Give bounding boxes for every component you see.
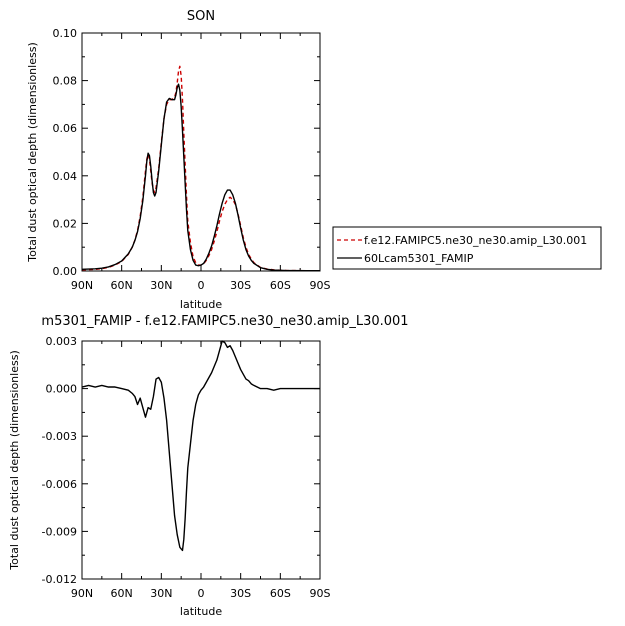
- top-x-tick-label: 60S: [270, 279, 291, 292]
- top-plot-frame: [81, 32, 321, 272]
- legend: f.e12.FAMIPC5.ne30_ne30.amip_L30.001 60L…: [332, 226, 602, 270]
- top-y-tick-label: 0.08: [53, 75, 78, 88]
- bottom-y-tick-label: -0.009: [42, 525, 77, 538]
- bottom-y-tick-label: -0.012: [42, 573, 77, 586]
- top-y-tick-label: 0.06: [53, 122, 78, 135]
- legend-label-series-2: 60Lcam5301_FAMIP: [364, 252, 474, 265]
- top-y-tick-label: 0.10: [53, 27, 78, 40]
- top-x-axis-label: latitude: [180, 298, 222, 311]
- bottom-axes: 90N 60N 30N 0 30S 60S 90S -0.012 -0.009 -0.006 -0.…: [42, 335, 331, 600]
- top-x-tick-label: 90N: [71, 279, 93, 292]
- bottom-y-axis-label: Total dust optical depth (dimensionless): [8, 350, 21, 570]
- bottom-x-tick-label: 60N: [111, 587, 133, 600]
- bottom-plot-data: [81, 340, 320, 552]
- top-series-line-1: [81, 65, 320, 272]
- bottom-series-line-1: [81, 340, 320, 552]
- bottom-y-tick-label: -0.003: [42, 430, 77, 443]
- top-title: SON: [187, 9, 215, 24]
- top-x-tick-label: 90S: [310, 279, 331, 292]
- top-x-tick-label: 0: [198, 279, 205, 292]
- bottom-x-tick-label: 30S: [230, 587, 251, 600]
- top-x-tick-label: 30N: [150, 279, 172, 292]
- bottom-x-tick-label: 60S: [270, 587, 291, 600]
- top-series-line-2: [81, 83, 320, 272]
- top-y-tick-label: 0.04: [53, 170, 78, 183]
- bottom-y-tick-label: 0.000: [46, 383, 78, 396]
- bottom-x-tick-label: 90N: [71, 587, 93, 600]
- bottom-x-tick-label: 30N: [150, 587, 172, 600]
- bottom-x-tick-label: 0: [198, 587, 205, 600]
- top-plot-data: [81, 65, 320, 272]
- legend-box: [332, 226, 602, 270]
- bottom-x-tick-label: 90S: [310, 587, 331, 600]
- bottom-y-tick-label: 0.003: [46, 335, 78, 348]
- top-x-tick-label: 30S: [230, 279, 251, 292]
- bottom-title: m5301_FAMIP - f.e12.FAMIPC5.ne30_ne30.am…: [41, 314, 408, 329]
- top-x-tick-label: 60N: [111, 279, 133, 292]
- bottom-x-axis-label: latitude: [180, 605, 222, 618]
- top-y-axis-label: Total dust optical depth (dimensionless): [26, 42, 39, 262]
- top-panel: SON 90N 60N 30N 0 30S 60S 90S 0.00 0.02 0.04 0.06 0…: [26, 9, 331, 311]
- top-y-tick-label: 0.00: [53, 265, 78, 278]
- bottom-y-tick-label: -0.006: [42, 478, 77, 491]
- top-y-tick-label: 0.02: [53, 217, 78, 230]
- top-axes: 90N 60N 30N 0 30S 60S 90S 0.00 0.02 0.04 0.06 0.08 0…: [53, 27, 331, 292]
- legend-label-series-1: f.e12.FAMIPC5.ne30_ne30.amip_L30.001: [364, 234, 587, 247]
- bottom-plot-frame: [81, 340, 321, 580]
- bottom-panel: m5301_FAMIP - f.e12.FAMIPC5.ne30_ne30.am…: [8, 314, 409, 618]
